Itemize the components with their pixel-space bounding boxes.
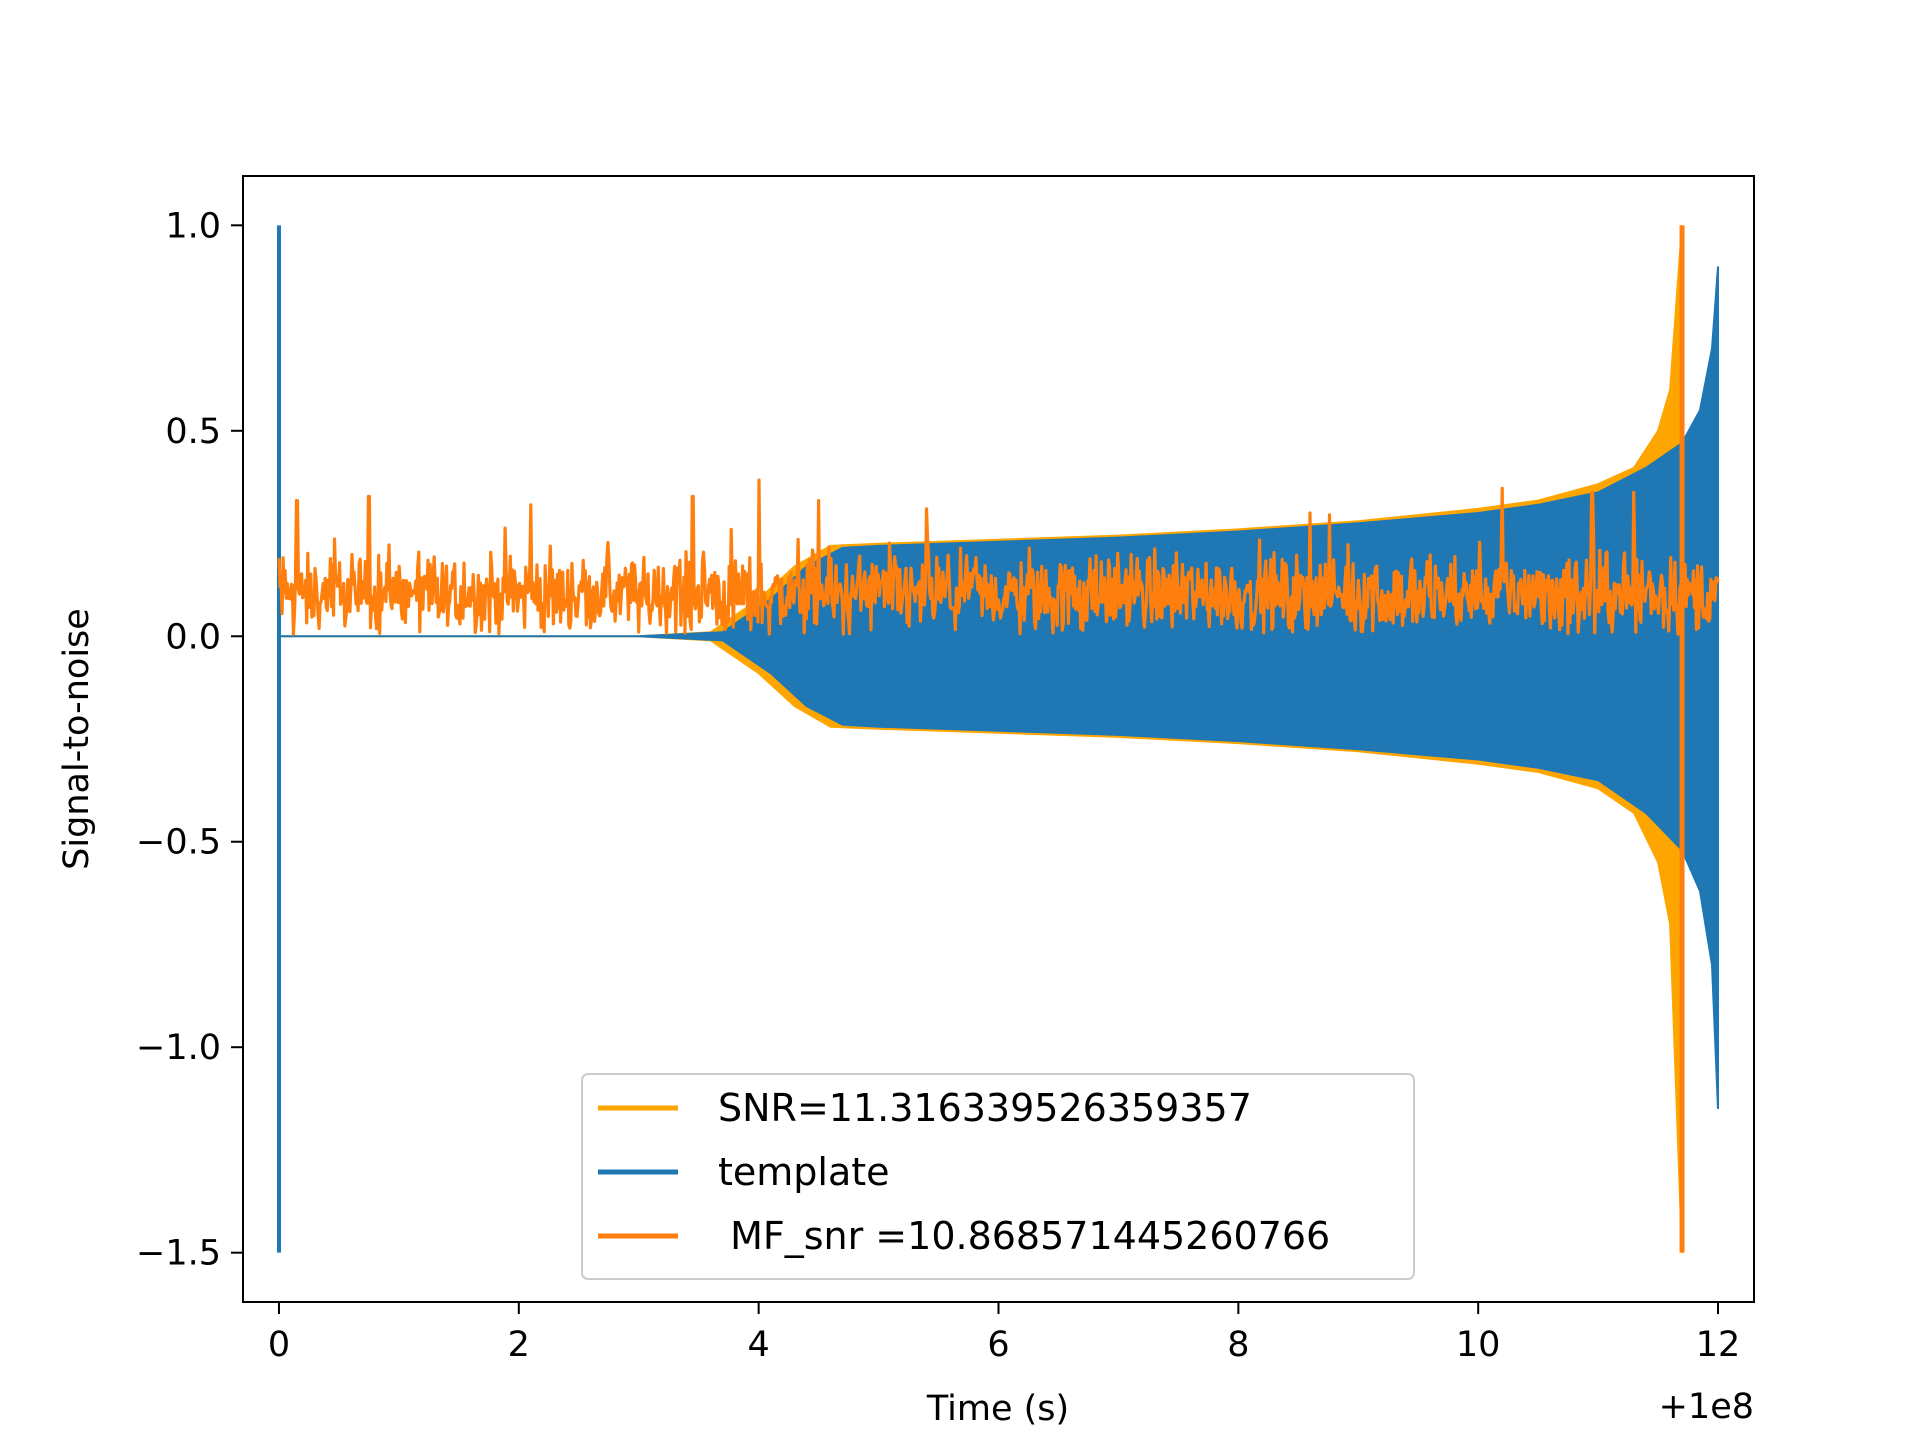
y-tick-label: 1.0 — [165, 206, 221, 246]
y-tick-label: 0.0 — [165, 617, 221, 657]
series-2-area — [279, 266, 1719, 1109]
y-axis: 1.0 0.5 0.0 −0.5 −1.0 −1.5 — [136, 206, 243, 1274]
legend: SNR=11.316339526359357 template MF_snr =1… — [581, 1073, 1415, 1280]
x-tick-label: 0 — [268, 1325, 290, 1365]
legend-box — [581, 1073, 1415, 1280]
y-tick-label: 0.5 — [165, 412, 221, 452]
series-3-line — [277, 478, 1720, 636]
x-tick-label: 6 — [987, 1325, 1009, 1365]
y-tick-label: −0.5 — [136, 823, 221, 863]
series-2 — [276, 225, 1719, 1253]
series-layer — [276, 225, 1720, 1253]
x-tick-label: 4 — [748, 1325, 770, 1365]
legend-label: MF_snr =10.868571445260766 — [718, 1214, 1330, 1258]
x-axis-label: Time (s) — [926, 1389, 1069, 1429]
y-axis-label: Signal-to-noise — [57, 608, 97, 870]
x-tick-label: 12 — [1696, 1325, 1741, 1365]
y-tick-label: −1.0 — [136, 1028, 221, 1068]
legend-label: template — [718, 1150, 890, 1194]
x-axis: 0 2 4 6 8 10 12 — [268, 1302, 1740, 1365]
y-tick-label: −1.5 — [136, 1234, 221, 1274]
x-axis-offset-label: +1e8 — [1659, 1387, 1754, 1427]
x-tick-label: 10 — [1456, 1325, 1501, 1365]
legend-label: SNR=11.316339526359357 — [718, 1086, 1252, 1130]
x-tick-label: 8 — [1227, 1325, 1249, 1365]
x-tick-label: 2 — [508, 1325, 530, 1365]
series-3 — [277, 225, 1720, 1253]
